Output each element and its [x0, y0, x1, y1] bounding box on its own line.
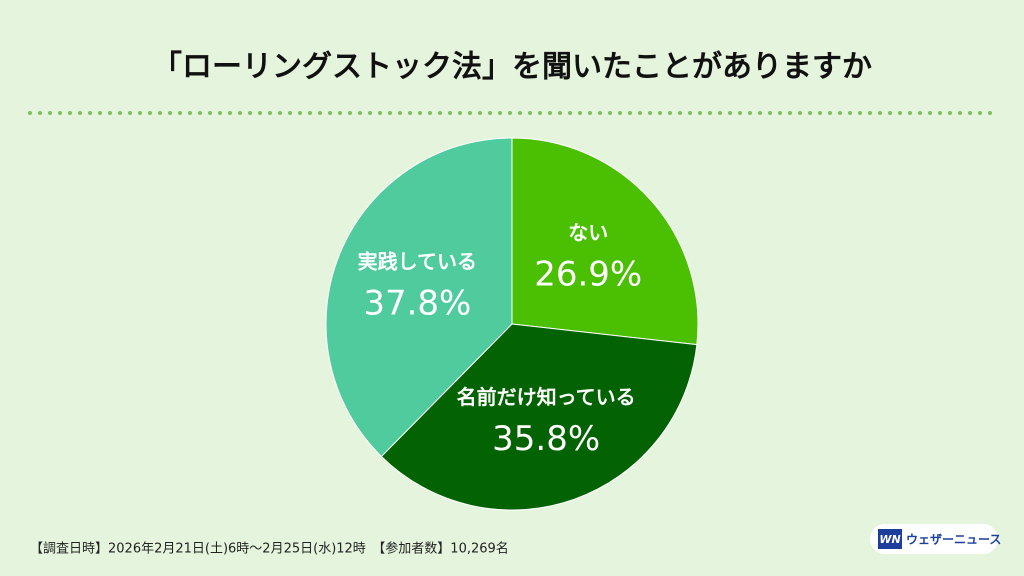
- pie-slice: [380, 323, 698, 511]
- value-label: 26.9%: [534, 254, 642, 294]
- logo-mark: WN: [879, 533, 900, 546]
- slice-label: 名前だけ知っている: [457, 385, 636, 409]
- chart-title: 「ローリングストック法」を聞いたことがありますか: [152, 50, 872, 85]
- logo: WN ウェザーニュース: [870, 524, 1001, 554]
- value-label: 35.8%: [492, 419, 600, 459]
- value-label: 37.8%: [363, 284, 471, 324]
- logo-text: ウェザーニュース: [906, 533, 1001, 547]
- pie-slice: [325, 137, 513, 458]
- pie-slice: [511, 137, 699, 346]
- pie: ない 26.9% 名前だけ知っている 35.8% 実践している 37.8%: [325, 137, 699, 511]
- slice-label: ない: [568, 220, 608, 244]
- slice-label: 実践している: [358, 250, 477, 274]
- logo-icon: [878, 529, 902, 549]
- footnote: 【調査日時】2026年2月21日(土)6時〜2月25日(水)12時 【参加者数】…: [30, 541, 509, 557]
